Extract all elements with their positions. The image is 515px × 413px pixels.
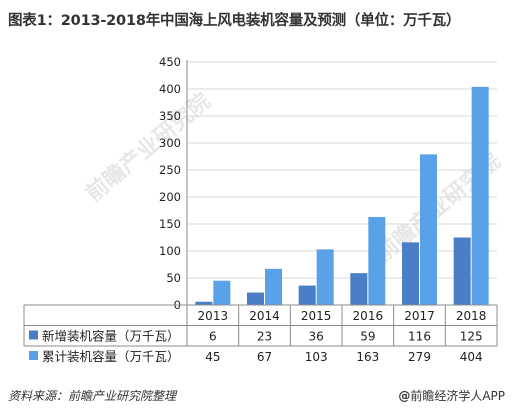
x-tick-label: 2015 (301, 309, 332, 323)
y-tick-label: 350 (159, 109, 181, 123)
bar-cumulative (265, 268, 282, 305)
data-label: 404 (460, 350, 483, 364)
x-tick-label: 2013 (198, 309, 229, 323)
y-tick-label: 300 (159, 136, 181, 150)
x-tick-label: 2014 (249, 309, 280, 323)
series-name: 新增装机容量（万千瓦） (42, 329, 180, 344)
chart-title: 图表1：2013-2018年中国海上风电装机容量及预测（单位：万千瓦） (8, 13, 461, 29)
data-label: 279 (408, 350, 431, 364)
data-label: 59 (360, 330, 375, 344)
source-note: 资料来源：前瞻产业研究院整理 (8, 389, 177, 403)
bar-new (247, 292, 264, 305)
y-tick-label: 100 (159, 244, 181, 258)
brand-at-icon: @ (398, 389, 411, 403)
data-label: 163 (356, 350, 379, 364)
legend-swatch (29, 351, 38, 360)
bar-new (402, 242, 419, 305)
x-tick-label: 2016 (353, 309, 384, 323)
bar-cumulative (368, 216, 386, 305)
series-name: 累计装机容量（万千瓦） (42, 349, 180, 364)
bar-new (298, 285, 316, 305)
data-label: 23 (257, 330, 272, 344)
bar-cumulative (213, 280, 231, 305)
data-label: 45 (205, 350, 220, 364)
data-label: 67 (257, 350, 272, 364)
legend-swatch (29, 330, 38, 340)
brand-text: 前瞻经济学人APP (410, 389, 505, 403)
x-tick-label: 2017 (404, 309, 435, 323)
bar-new (195, 301, 213, 305)
data-label: 36 (309, 330, 324, 344)
y-tick-label: 450 (159, 55, 181, 69)
y-tick-label: 250 (159, 163, 181, 177)
brand-label: @前瞻经济学人APP (398, 387, 505, 404)
data-label: 116 (408, 330, 431, 344)
bar-cumulative (316, 249, 334, 305)
bar-cumulative (471, 86, 489, 305)
y-tick-label: 400 (159, 82, 181, 96)
bar-new (453, 237, 471, 305)
y-tick-label: 50 (166, 271, 181, 285)
data-label: 6 (209, 330, 217, 344)
bar-new (350, 273, 368, 305)
data-label: 103 (305, 350, 328, 364)
x-tick-label: 2018 (456, 309, 487, 323)
y-tick-label: 200 (159, 190, 181, 204)
y-tick-label: 150 (159, 217, 181, 231)
data-label: 125 (460, 330, 483, 344)
bar-cumulative (420, 154, 437, 305)
